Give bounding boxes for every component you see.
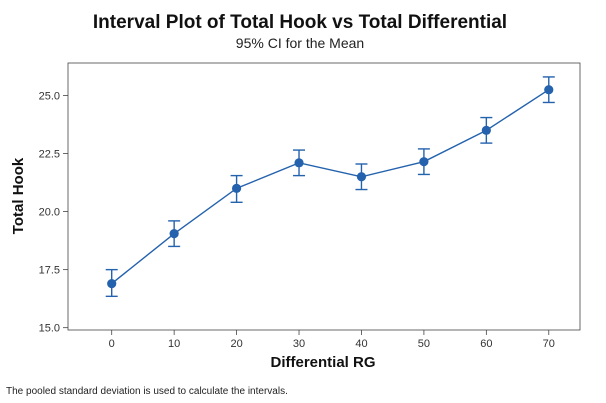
x-tick-label: 50	[418, 338, 430, 350]
x-axis: 0 10 20 30 40 50 60 70	[109, 330, 555, 350]
y-tick-label: 20.0	[39, 207, 60, 219]
x-tick-label: 70	[543, 338, 555, 350]
mean-point	[481, 125, 491, 135]
x-tick-label: 10	[168, 338, 180, 350]
y-axis: 15.0 17.5 20.0 22.5 25.0	[39, 91, 68, 335]
mean-point	[419, 157, 429, 167]
mean-point	[544, 85, 554, 95]
chart-subtitle: 95% CI for the Mean	[236, 35, 364, 51]
mean-point	[231, 183, 242, 193]
mean-point	[169, 229, 179, 239]
chart-title: Interval Plot of Total Hook vs Total Dif…	[93, 12, 507, 33]
y-tick-label: 17.5	[39, 265, 60, 277]
x-tick-label: 0	[109, 338, 115, 350]
mean-connect-line	[111, 89, 550, 285]
y-tick-label: 15.0	[39, 323, 60, 335]
mean-point	[107, 278, 117, 289]
footnote: The pooled standard deviation is used to…	[6, 386, 288, 397]
y-tick-label: 22.5	[39, 149, 60, 161]
x-tick-label: 30	[293, 338, 305, 350]
mean-point	[356, 172, 367, 182]
y-axis-label: Total Hook	[10, 157, 27, 234]
x-tick-label: 20	[230, 338, 242, 350]
x-tick-label: 40	[355, 338, 367, 350]
mean-point	[294, 158, 304, 168]
y-tick-label: 25.0	[39, 91, 60, 103]
plot-frame	[67, 62, 581, 331]
x-tick-label: 60	[480, 338, 492, 350]
x-axis-label: Differential RG	[270, 354, 375, 371]
series-marks	[105, 76, 555, 298]
